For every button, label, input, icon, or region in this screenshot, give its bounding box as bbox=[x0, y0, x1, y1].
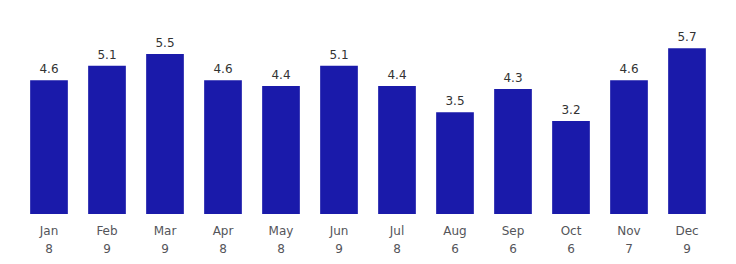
svg-text:6: 6 bbox=[451, 242, 459, 256]
svg-text:5.7: 5.7 bbox=[677, 30, 696, 44]
svg-text:8: 8 bbox=[277, 242, 285, 256]
svg-text:4.6: 4.6 bbox=[619, 62, 638, 76]
svg-text:3.2: 3.2 bbox=[561, 103, 580, 117]
svg-text:4.6: 4.6 bbox=[213, 62, 232, 76]
svg-text:Aug: Aug bbox=[443, 224, 466, 238]
svg-text:9: 9 bbox=[335, 242, 343, 256]
svg-text:4.3: 4.3 bbox=[503, 71, 522, 85]
svg-text:4.4: 4.4 bbox=[271, 68, 290, 82]
svg-text:Nov: Nov bbox=[617, 224, 640, 238]
svg-text:8: 8 bbox=[219, 242, 227, 256]
svg-text:Sep: Sep bbox=[502, 224, 525, 238]
svg-text:6: 6 bbox=[509, 242, 517, 256]
svg-text:Jan: Jan bbox=[39, 224, 59, 238]
svg-text:6: 6 bbox=[567, 242, 575, 256]
svg-text:5.1: 5.1 bbox=[329, 48, 348, 62]
svg-text:3.5: 3.5 bbox=[445, 94, 464, 108]
svg-text:9: 9 bbox=[103, 242, 111, 256]
svg-text:Jun: Jun bbox=[329, 224, 349, 238]
svg-text:Apr: Apr bbox=[213, 224, 234, 238]
svg-text:4.4: 4.4 bbox=[387, 68, 406, 82]
svg-text:5.5: 5.5 bbox=[155, 36, 174, 50]
svg-text:Dec: Dec bbox=[675, 224, 698, 238]
svg-text:4.6: 4.6 bbox=[39, 62, 58, 76]
svg-text:8: 8 bbox=[45, 242, 53, 256]
svg-text:5.1: 5.1 bbox=[97, 48, 116, 62]
svg-text:Jul: Jul bbox=[389, 224, 404, 238]
svg-text:May: May bbox=[269, 224, 294, 238]
svg-text:Feb: Feb bbox=[96, 224, 117, 238]
svg-text:8: 8 bbox=[393, 242, 401, 256]
svg-text:Mar: Mar bbox=[154, 224, 177, 238]
svg-text:9: 9 bbox=[683, 242, 691, 256]
svg-text:7: 7 bbox=[625, 242, 633, 256]
svg-text:9: 9 bbox=[161, 242, 169, 256]
svg-text:Oct: Oct bbox=[561, 224, 582, 238]
